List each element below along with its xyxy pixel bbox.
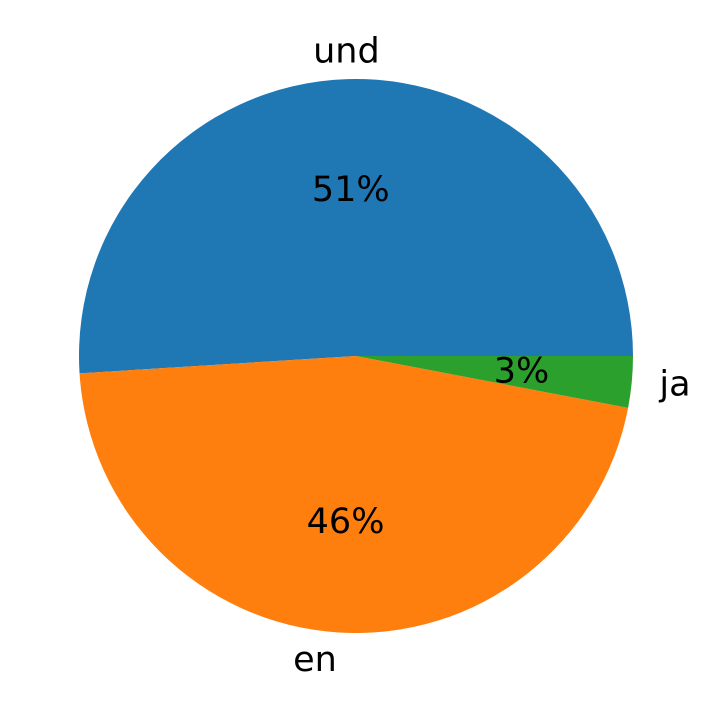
slice-label-ja: ja bbox=[658, 365, 690, 405]
slice-label-en: en bbox=[293, 640, 337, 680]
slice-label-und: und bbox=[313, 31, 380, 71]
pie-labels: und 51% en 46% ja 3% bbox=[293, 31, 690, 680]
slice-percent-en: 46% bbox=[307, 502, 385, 542]
slice-percent-ja: 3% bbox=[494, 352, 550, 392]
pie-slice-und bbox=[78, 78, 634, 374]
pie-slice-ja bbox=[356, 356, 633, 408]
slice-percent-und: 51% bbox=[312, 170, 390, 210]
pie-slice-en bbox=[79, 356, 629, 634]
pie-slices bbox=[78, 78, 634, 634]
